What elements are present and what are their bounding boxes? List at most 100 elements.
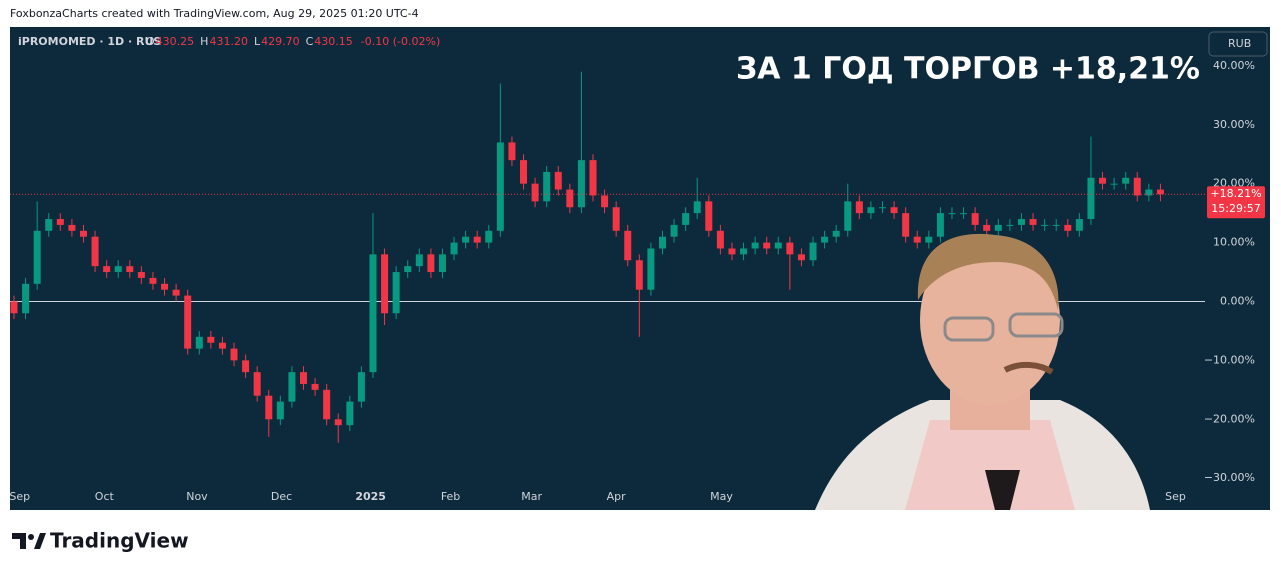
candle-body [948,213,956,215]
legend-key: C [306,35,314,48]
candle-body [172,289,180,296]
candle-body [184,295,192,349]
candle-body [1156,189,1164,195]
candle-body [531,183,539,202]
candle-body [960,213,968,215]
candle-body [126,266,134,273]
candle-body [137,272,145,278]
candle-body [670,224,678,237]
candle-body [1041,224,1049,226]
candle-body [33,230,41,284]
candle-body [902,213,910,237]
legend-value: 429.70 [261,35,300,48]
candle-body [462,236,470,243]
symbol: iPROMOMED · 1D · RUS [18,35,161,48]
candle-body [68,224,76,231]
currency[interactable]: RUB [1228,37,1251,50]
candle-body [381,254,389,314]
candle-body [844,201,852,231]
candle-body [10,301,18,314]
candle-body [103,266,111,273]
candle-body [300,372,307,384]
candle-body [635,260,643,290]
candle-body [983,224,991,231]
candle-body [346,401,354,426]
logo [12,533,46,549]
header: FoxbonzaCharts created with TradingView.… [10,7,419,20]
x-tick-label: Sep [1165,490,1186,503]
candle-body [404,266,412,273]
candle-body [161,283,169,290]
candle-body [22,283,30,314]
legend-key: L [254,35,261,48]
x-tick-label: Dec [271,490,292,503]
candle-body [473,236,481,243]
candle-body [1133,177,1141,196]
legend-value: 430.15 [314,35,353,48]
candle-body [740,248,748,255]
candle-body [867,207,875,214]
legend-key: O [146,35,155,48]
candle-body [913,236,921,243]
candle-body [728,248,736,255]
candle-body [508,142,516,161]
candle-body [879,207,886,209]
candle-body [809,242,817,261]
candle-body [1064,224,1072,231]
legend-value: 431.20 [209,35,248,48]
legend-change: -0.10 (-0.02%) [361,35,440,48]
legend-key: H [200,35,208,48]
candle-body [774,242,782,249]
candle-body [496,142,504,231]
candle-body [357,372,365,402]
y-tick-label: 10.00% [1213,236,1255,249]
candle-body [415,254,423,267]
candle-body [682,213,690,225]
candle-body [1110,183,1118,185]
photo [815,233,1150,510]
x-tick-label: Feb [441,490,460,503]
y-tick-label: 30.00% [1213,118,1255,131]
candle-body [693,201,701,214]
candle-body [589,160,597,196]
candle-body [716,230,724,249]
x-tick-label: 2025 [355,490,386,503]
legend-value: 430.25 [156,35,195,48]
currency-button[interactable] [1208,31,1268,57]
y-tick-label: 40.00% [1213,59,1255,72]
candle-body [763,242,771,249]
candle-body [334,419,342,426]
candle-body [91,236,99,267]
candle-body [751,242,759,249]
candle-body [288,372,296,402]
candle-body [218,342,226,349]
candle-body [1145,189,1153,196]
y-tick-label: 0.00% [1220,294,1255,307]
candle-body [658,236,666,249]
candle-body [936,213,944,237]
candle-body [438,254,446,273]
x-tick-label: Oct [95,490,115,503]
last-price-tag [1207,186,1265,219]
candle-body [705,201,713,231]
candle-body [554,171,562,190]
y-tick-label: −10.00% [1204,353,1255,366]
candle-body [1017,219,1025,225]
candle-body [566,189,574,208]
candle-body [242,360,250,373]
candle-body [647,248,655,290]
last-price-label: +18.21% [1210,187,1261,200]
candle-body [427,254,435,273]
candle-body [230,348,238,361]
candle-body [1006,224,1014,226]
y-tick-label: −20.00% [1204,412,1255,425]
candle-body [207,336,215,343]
x-tick-label: Apr [607,490,627,503]
x-tick-label: Nov [186,490,208,503]
candle-body [1099,177,1107,184]
candle-body [114,266,122,273]
candle-body [276,401,284,420]
candle-body [832,230,840,237]
chart-title: ЗА 1 ГОД ТОРГОВ +18,21% [736,52,1200,87]
